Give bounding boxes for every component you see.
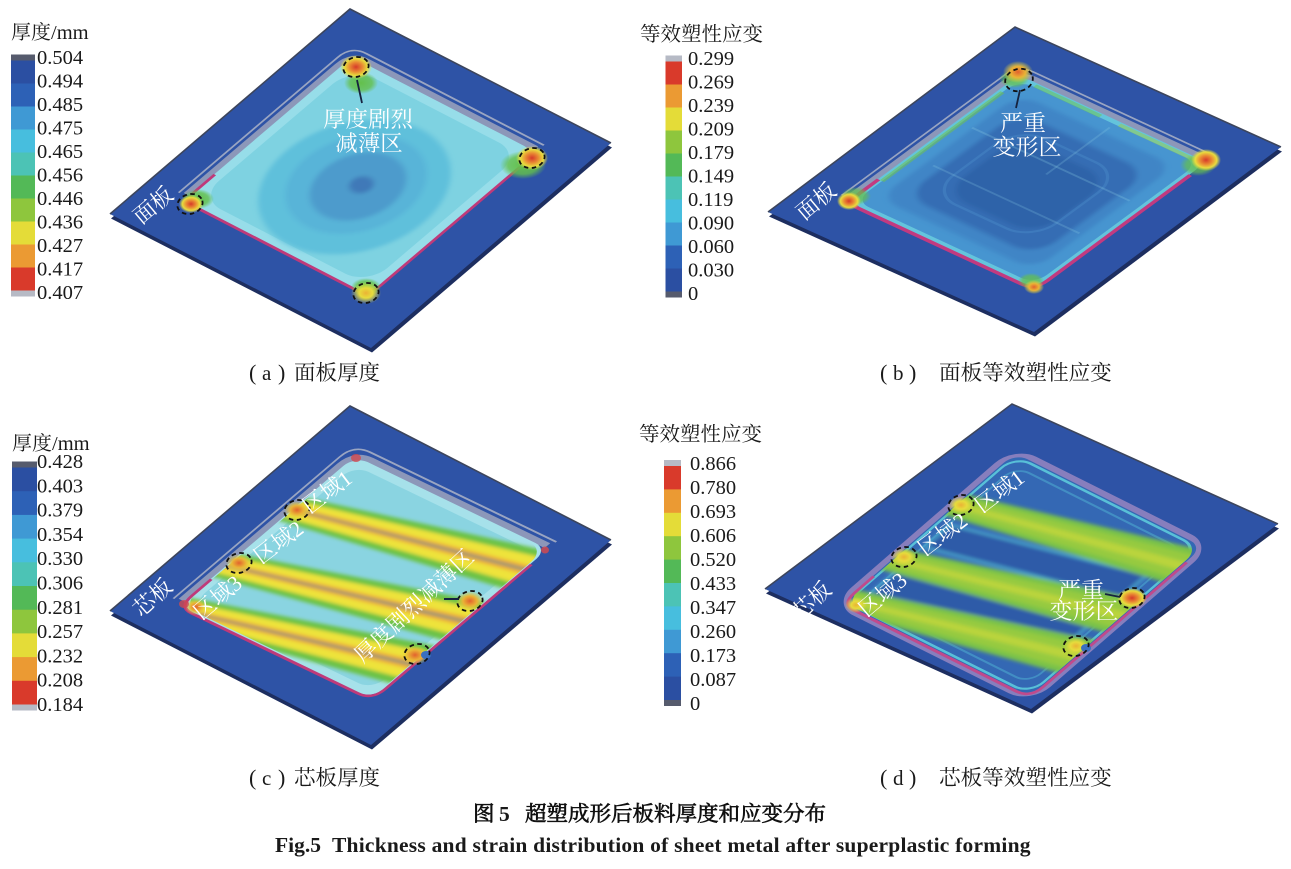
svg-text:0.379: 0.379 [37, 500, 83, 522]
svg-text:Thickness and strain distribut: Thickness and strain distribution of she… [332, 833, 1031, 857]
svg-text:/mm: /mm [52, 433, 90, 455]
svg-text:0.090: 0.090 [688, 213, 734, 235]
svg-text:0.456: 0.456 [37, 165, 83, 187]
svg-text:(: ( [880, 765, 887, 790]
svg-text:0.030: 0.030 [688, 260, 734, 282]
svg-text:0.693: 0.693 [690, 501, 736, 523]
svg-text:0.299: 0.299 [688, 48, 734, 70]
svg-text:(: ( [249, 765, 256, 790]
svg-text:0.330: 0.330 [37, 548, 83, 570]
svg-text:0.417: 0.417 [37, 259, 83, 281]
svg-text:0.465: 0.465 [37, 141, 83, 163]
svg-text:): ) [909, 360, 916, 385]
svg-text:0.494: 0.494 [37, 71, 83, 93]
svg-text:0.427: 0.427 [37, 235, 83, 257]
svg-text:0.428: 0.428 [37, 451, 83, 473]
svg-text:0.866: 0.866 [690, 453, 736, 475]
svg-text:0.306: 0.306 [37, 573, 83, 595]
svg-text:(: ( [880, 360, 887, 385]
svg-text:0.179: 0.179 [688, 142, 734, 164]
svg-text:0.209: 0.209 [688, 119, 734, 141]
svg-text:0.520: 0.520 [690, 549, 736, 571]
svg-text:0.087: 0.087 [690, 669, 736, 691]
svg-text:0.060: 0.060 [688, 236, 734, 258]
svg-text:): ) [278, 765, 285, 790]
svg-text:0.354: 0.354 [37, 524, 83, 546]
svg-text:0: 0 [688, 283, 698, 305]
svg-text:a: a [262, 361, 272, 385]
svg-text:0.232: 0.232 [37, 645, 83, 667]
svg-text:0.281: 0.281 [37, 597, 83, 619]
svg-text:(: ( [249, 360, 256, 385]
svg-text:0.239: 0.239 [688, 95, 734, 117]
svg-text:0.433: 0.433 [690, 573, 736, 595]
svg-text:0.436: 0.436 [37, 212, 83, 234]
svg-text:0.173: 0.173 [690, 645, 736, 667]
svg-text:c: c [262, 766, 271, 790]
svg-text:0.606: 0.606 [690, 525, 736, 547]
svg-text:): ) [278, 360, 285, 385]
svg-text:0.403: 0.403 [37, 475, 83, 497]
svg-text:): ) [909, 765, 916, 790]
svg-text:0.347: 0.347 [690, 597, 736, 619]
svg-text:d: d [893, 766, 904, 790]
svg-text:0.184: 0.184 [37, 694, 83, 716]
svg-text:0.257: 0.257 [37, 621, 83, 643]
svg-text:0.269: 0.269 [688, 72, 734, 94]
svg-text:0.407: 0.407 [37, 282, 83, 304]
svg-text:0.260: 0.260 [690, 621, 736, 643]
svg-text:0.485: 0.485 [37, 94, 83, 116]
svg-text:0.119: 0.119 [688, 189, 733, 211]
svg-text:0.504: 0.504 [37, 47, 83, 69]
svg-text:0.208: 0.208 [37, 670, 83, 692]
svg-text:0.780: 0.780 [690, 477, 736, 499]
svg-text:Fig.5: Fig.5 [275, 833, 321, 857]
svg-text:0.446: 0.446 [37, 188, 83, 210]
svg-text:0.475: 0.475 [37, 118, 83, 140]
svg-text:/mm: /mm [51, 22, 89, 44]
svg-text:b: b [893, 361, 904, 385]
svg-text:5: 5 [499, 802, 510, 826]
svg-text:0: 0 [690, 693, 700, 715]
svg-text:0.149: 0.149 [688, 166, 734, 188]
